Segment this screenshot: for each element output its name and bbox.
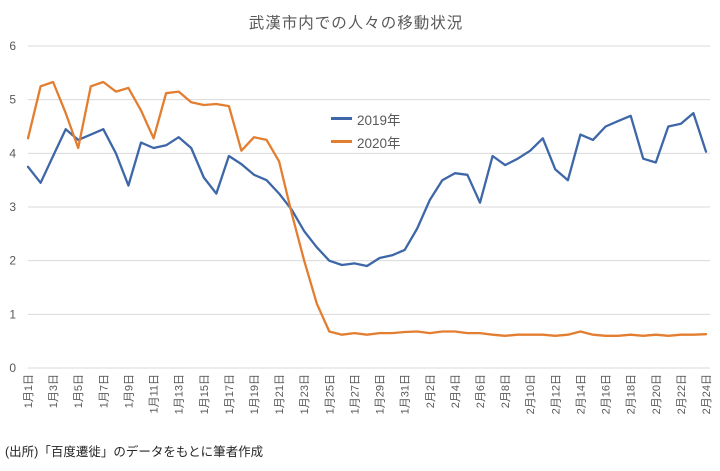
- x-axis-label: 2月2日: [425, 374, 437, 408]
- x-axis-label: 2月22日: [676, 374, 688, 414]
- plot-area: 0 1 2 3 4 5 6 1月1日 1月3日 1月5日 1月7日 1月9日 1月11日 1月13日 1月1…: [9, 39, 713, 414]
- y-axis-label: 5: [9, 93, 16, 107]
- x-axis-label: 1月31日: [400, 374, 412, 414]
- x-axis-label: 1月17日: [224, 374, 236, 414]
- x-axis-label: 1月29日: [375, 374, 387, 414]
- x-axis-label: 2月24日: [701, 374, 713, 414]
- x-axis-label: 2月16日: [601, 374, 613, 414]
- x-axis-label: 2月6日: [475, 374, 487, 408]
- x-axis-label: 1月7日: [98, 374, 110, 408]
- x-axis-label: 1月9日: [123, 374, 135, 408]
- x-axis-label: 1月19日: [249, 374, 261, 414]
- source-note: (出所)「百度遷徙」のデータをもとに筆者作成: [5, 445, 264, 459]
- x-axis-label: 1月3日: [48, 374, 60, 408]
- x-axis-label: 1月15日: [199, 374, 211, 414]
- x-axis-label: 1月13日: [174, 374, 186, 414]
- x-axis-label: 1月21日: [274, 374, 286, 414]
- x-axis-label: 1月5日: [73, 374, 85, 408]
- x-axis-label: 2月4日: [450, 374, 462, 408]
- legend-swatch-2020: [331, 140, 352, 143]
- chart-title: 武漢市内での人々の移動状況: [248, 15, 464, 32]
- y-axis-label: 6: [9, 39, 16, 53]
- x-axis-label: 2月12日: [550, 374, 562, 414]
- chart-legend: 2019年 2020年: [331, 107, 401, 153]
- y-axis-label: 0: [9, 361, 16, 375]
- legend-label-2020: 2020年: [357, 135, 401, 151]
- x-axis-label: 2月20日: [651, 374, 663, 414]
- y-axis-label: 1: [9, 307, 16, 321]
- x-axis-label: 2月8日: [500, 374, 512, 408]
- x-axis-label: 1月11日: [149, 374, 161, 414]
- line-2019: [26, 111, 708, 268]
- y-axis-label: 2: [9, 254, 16, 268]
- legend-item-2020: 2020年: [331, 130, 401, 153]
- x-axis-label: 2月18日: [626, 374, 638, 414]
- y-axis-label: 4: [9, 146, 16, 160]
- x-axis-label: 2月10日: [525, 374, 537, 414]
- legend-swatch-2019: [331, 117, 352, 120]
- x-axis-label: 1月27日: [349, 374, 361, 414]
- x-axis-label: 1月23日: [299, 374, 311, 414]
- legend-item-2019: 2019年: [331, 107, 401, 130]
- x-axis-label: 1月1日: [23, 374, 35, 408]
- y-axis-label: 3: [9, 200, 16, 214]
- x-axis-label: 1月25日: [324, 374, 336, 414]
- legend-label-2019: 2019年: [357, 112, 401, 128]
- x-axis-label: 2月14日: [575, 374, 587, 414]
- line-2020: [26, 80, 708, 337]
